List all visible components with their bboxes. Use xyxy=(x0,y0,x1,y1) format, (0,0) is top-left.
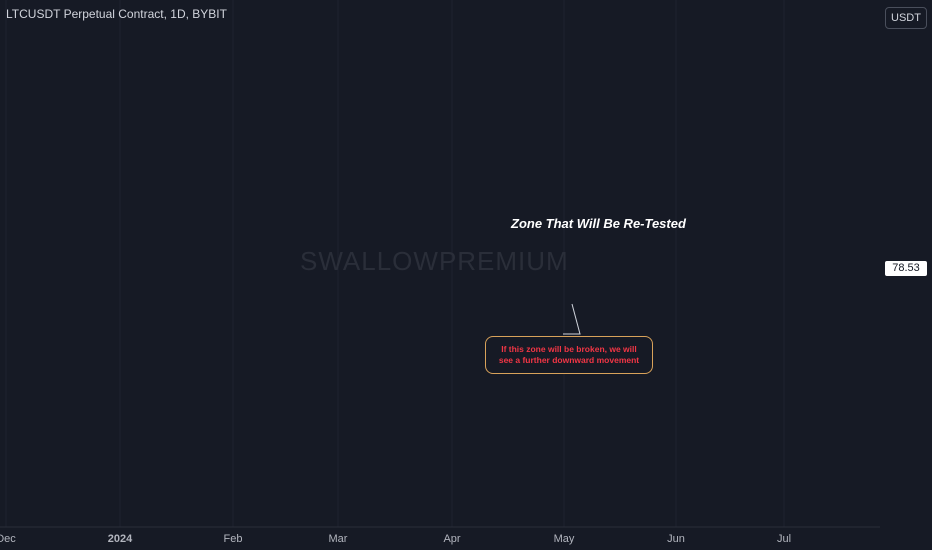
note-box: If this zone will be broken, we will see… xyxy=(485,336,653,374)
x-tick-label: Jul xyxy=(777,533,791,545)
x-tick-label: Jun xyxy=(667,533,685,545)
projection-layer xyxy=(563,303,581,335)
note-pointer xyxy=(563,303,581,335)
zone-label: Zone That Will Be Re-Tested xyxy=(511,216,686,231)
watermark: SWALLOWPREMIUM xyxy=(300,246,569,276)
x-tick-label: Feb xyxy=(224,533,243,545)
last-price-tag: 78.53 xyxy=(885,261,927,276)
x-tick-label: Dec xyxy=(0,533,16,545)
x-tick-label: Apr xyxy=(443,533,460,545)
x-tick-label: 2024 xyxy=(108,533,133,545)
note-text: If this zone will be broken, we will see… xyxy=(498,344,640,365)
chart-title: LTCUSDT Perpetual Contract, 1D, BYBIT xyxy=(6,7,227,21)
grid xyxy=(5,0,785,527)
x-tick-label: Mar xyxy=(329,533,348,545)
x-tick-label: May xyxy=(554,533,575,545)
currency-button[interactable]: USDT xyxy=(885,7,927,29)
